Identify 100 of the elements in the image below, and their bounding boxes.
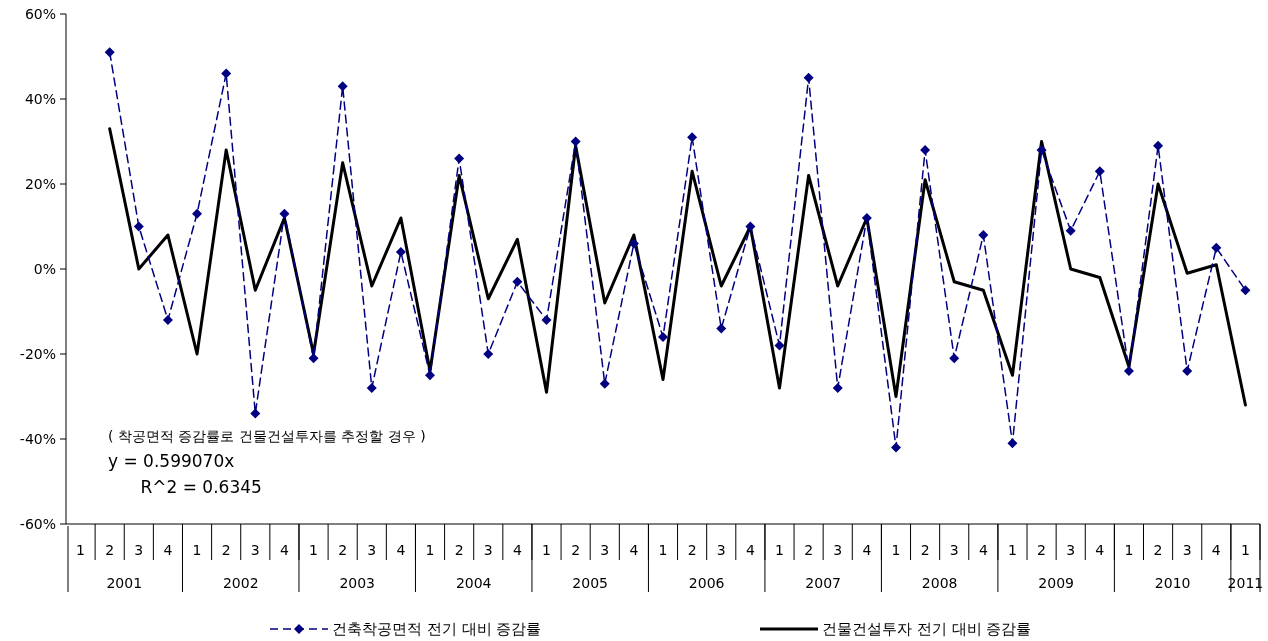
- text: 2009: [1038, 575, 1074, 591]
- legend-label: 건축착공면적 전기 대비 증감률: [332, 620, 542, 638]
- text: 2005: [572, 575, 609, 591]
- point: [308, 353, 319, 364]
- x-tick-label: 3: [600, 542, 610, 558]
- point: [162, 315, 173, 325]
- point: [949, 353, 960, 364]
- point: [745, 221, 756, 232]
- x-tick-label: 2: [804, 542, 814, 558]
- text: 2003: [339, 575, 376, 591]
- x-tick-label: 3: [483, 542, 493, 558]
- x-tick-label: 1: [1124, 542, 1134, 558]
- x-tick-label: 2: [105, 542, 115, 558]
- x-tick-label: 2: [454, 542, 464, 558]
- x-tick-label: 4: [1211, 542, 1221, 558]
- point: [832, 383, 843, 393]
- x-tick-label: 2: [920, 542, 930, 558]
- point: [920, 145, 931, 155]
- point: [337, 81, 348, 92]
- point: [512, 276, 523, 287]
- point: [599, 378, 610, 389]
- point: [978, 230, 989, 240]
- x-tick-label: 4: [745, 542, 755, 558]
- x-tick-label: 1: [76, 542, 86, 558]
- x-tick-label: 4: [862, 542, 872, 558]
- x-tick-label: 1: [658, 542, 668, 558]
- point: [541, 315, 552, 325]
- x-tick-label: 2: [338, 542, 348, 558]
- point: [395, 247, 406, 257]
- point: [1036, 145, 1047, 155]
- y-tick-label: -60%: [19, 516, 56, 532]
- x-tick-label: 2: [1153, 542, 1163, 558]
- x-tick-label: 1: [891, 542, 901, 558]
- x-tick-label: 1: [1240, 542, 1250, 558]
- point: [221, 68, 232, 79]
- x-tick-label: 4: [163, 542, 173, 558]
- point: [774, 340, 785, 351]
- point: [279, 208, 290, 219]
- point: [1182, 366, 1193, 376]
- x-tick-label: 3: [716, 542, 726, 558]
- x-tick-label: 4: [512, 542, 522, 558]
- point: [133, 221, 144, 232]
- point: [658, 332, 668, 342]
- point: [803, 72, 814, 83]
- text: 2006: [688, 575, 725, 591]
- x-tick-label: 3: [1066, 542, 1076, 558]
- x-tick-label: 4: [978, 542, 988, 558]
- point: [454, 153, 465, 164]
- point: [890, 442, 901, 453]
- point: [716, 323, 727, 334]
- text: 2002: [222, 575, 259, 591]
- point: [425, 370, 436, 381]
- x-tick-label: 1: [775, 542, 784, 558]
- x-tick-label: 2: [687, 542, 697, 558]
- x-tick-label: 4: [396, 542, 406, 558]
- point: [366, 383, 377, 393]
- point: [483, 349, 494, 359]
- y-tick-label: -20%: [19, 346, 56, 362]
- x-tick-label: 1: [309, 542, 318, 558]
- text: 2007: [805, 575, 841, 591]
- point: [1007, 438, 1018, 449]
- y-tick-label: 60%: [24, 6, 56, 22]
- point: [1240, 285, 1251, 296]
- x-tick-label: 1: [192, 542, 202, 558]
- x-tick-label: 4: [1095, 542, 1105, 558]
- point: [1153, 140, 1164, 151]
- point: [192, 208, 203, 219]
- x-tick-label: 1: [1008, 542, 1017, 558]
- text: 2010: [1154, 575, 1191, 591]
- x-tick-label: 3: [949, 542, 959, 558]
- point: [1123, 366, 1134, 376]
- x-tick-label: 1: [425, 542, 435, 558]
- text: 2004: [455, 575, 492, 591]
- x-tick-label: 3: [1182, 542, 1192, 558]
- x-tick-label: 2: [221, 542, 231, 558]
- point: [628, 238, 639, 249]
- point: [570, 136, 581, 147]
- x-tick-label: 4: [279, 542, 289, 558]
- x-tick-label: 3: [250, 542, 260, 558]
- x-tick-label: 4: [629, 542, 639, 558]
- point: [1211, 242, 1222, 253]
- point: [687, 132, 698, 143]
- legend-label: 건물건설투자 전기 대비 증감률: [822, 620, 1032, 638]
- text: 2008: [921, 575, 958, 591]
- x-tick-label: 2: [571, 542, 581, 558]
- x-tick-label: 1: [542, 542, 551, 558]
- x-tick-label: 3: [833, 542, 843, 558]
- y-tick-label: 0%: [33, 261, 56, 277]
- y-tick-label: 20%: [24, 176, 56, 192]
- point: [861, 213, 872, 223]
- y-tick-label: -40%: [19, 431, 56, 447]
- x-tick-label: 3: [367, 542, 377, 558]
- point: [250, 408, 261, 419]
- y-tick-label: 40%: [24, 91, 56, 107]
- x-tick-label: 2: [1037, 542, 1047, 558]
- point: [1065, 225, 1076, 236]
- point: [104, 47, 115, 58]
- point: [1094, 166, 1105, 177]
- text: 2001: [106, 575, 143, 591]
- x-tick-label: 3: [134, 542, 144, 558]
